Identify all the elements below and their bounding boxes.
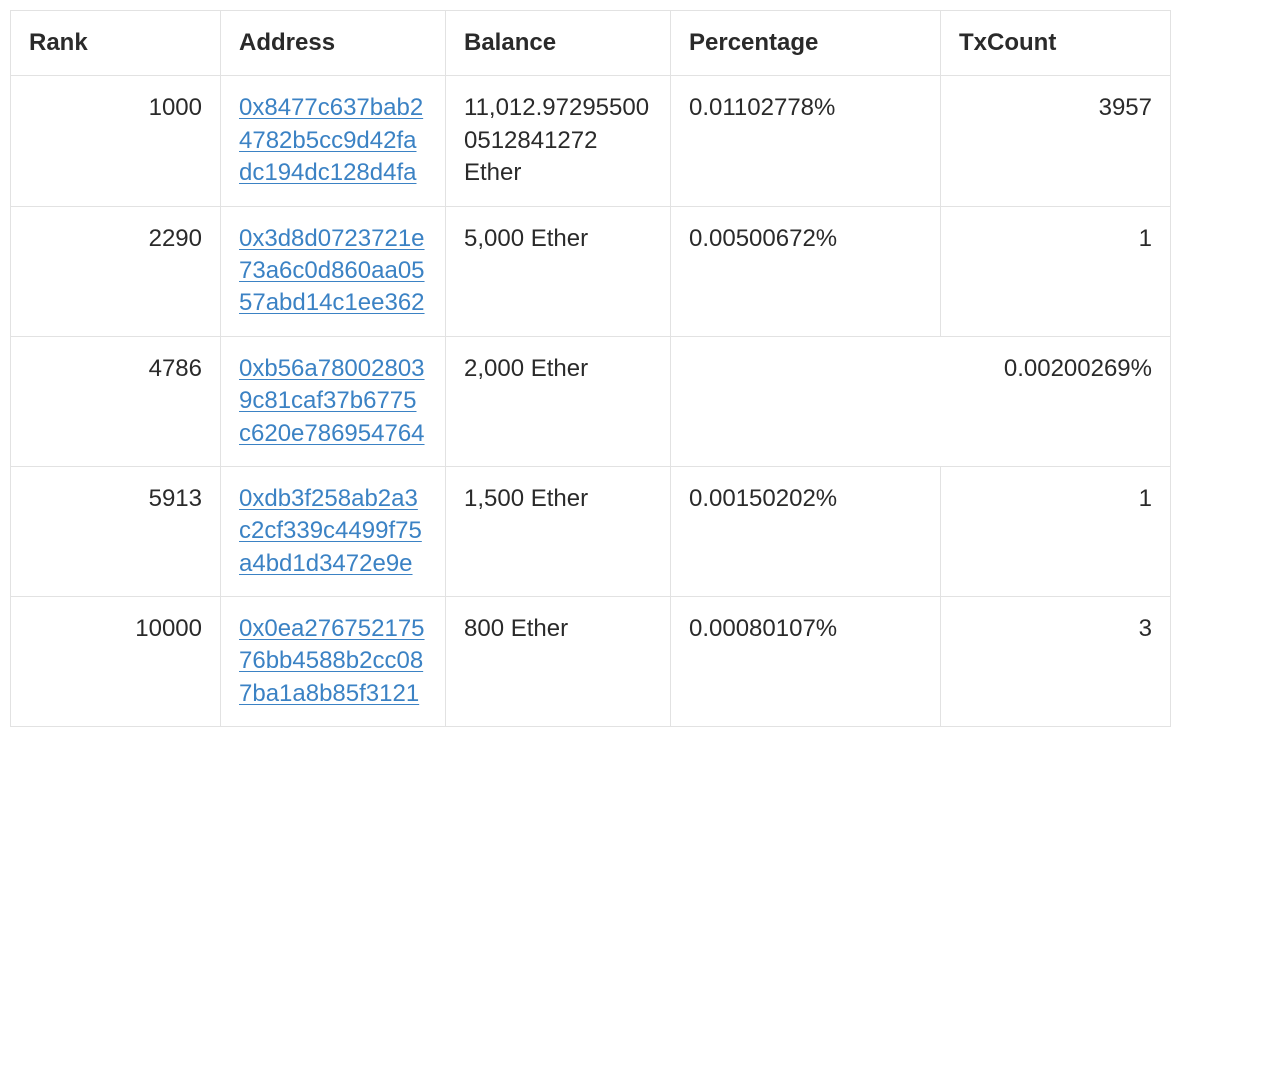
cell-balance: 1,500 Ether	[446, 466, 671, 596]
cell-txcount: 1	[941, 206, 1171, 336]
table-row: 10000x8477c637bab24782b5cc9d42fadc194dc1…	[11, 76, 1171, 206]
cell-percentage-txcount-merged: 0.00200269%	[671, 336, 1171, 466]
cell-address: 0x3d8d0723721e73a6c0d860aa0557abd14c1ee3…	[221, 206, 446, 336]
col-header-balance: Balance	[446, 11, 671, 76]
cell-txcount: 3	[941, 597, 1171, 727]
table-body: 10000x8477c637bab24782b5cc9d42fadc194dc1…	[11, 76, 1171, 727]
col-header-address: Address	[221, 11, 446, 76]
cell-percentage: 0.01102778%	[671, 76, 941, 206]
cell-rank: 1000	[11, 76, 221, 206]
cell-percentage: 0.00080107%	[671, 597, 941, 727]
cell-balance: 5,000 Ether	[446, 206, 671, 336]
table-row: 59130xdb3f258ab2a3c2cf339c4499f75a4bd1d3…	[11, 466, 1171, 596]
cell-rank: 2290	[11, 206, 221, 336]
address-link[interactable]: 0x3d8d0723721e73a6c0d860aa0557abd14c1ee3…	[239, 225, 425, 317]
cell-rank: 10000	[11, 597, 221, 727]
cell-address: 0xdb3f258ab2a3c2cf339c4499f75a4bd1d3472e…	[221, 466, 446, 596]
table-row: 47860xb56a780028039c81caf37b6775c620e786…	[11, 336, 1171, 466]
cell-percentage: 0.00500672%	[671, 206, 941, 336]
table-row: 100000x0ea27675217576bb4588b2cc087ba1a8b…	[11, 597, 1171, 727]
cell-txcount: 1	[941, 466, 1171, 596]
col-header-rank: Rank	[11, 11, 221, 76]
cell-address: 0x0ea27675217576bb4588b2cc087ba1a8b85f31…	[221, 597, 446, 727]
cell-percentage: 0.00150202%	[671, 466, 941, 596]
eth-accounts-table: Rank Address Balance Percentage TxCount …	[10, 10, 1171, 727]
address-link[interactable]: 0x8477c637bab24782b5cc9d42fadc194dc128d4…	[239, 94, 423, 186]
cell-address: 0x8477c637bab24782b5cc9d42fadc194dc128d4…	[221, 76, 446, 206]
col-header-percentage: Percentage	[671, 11, 941, 76]
cell-balance: 2,000 Ether	[446, 336, 671, 466]
table-row: 22900x3d8d0723721e73a6c0d860aa0557abd14c…	[11, 206, 1171, 336]
address-link[interactable]: 0xdb3f258ab2a3c2cf339c4499f75a4bd1d3472e…	[239, 485, 422, 577]
address-link[interactable]: 0x0ea27675217576bb4588b2cc087ba1a8b85f31…	[239, 615, 425, 707]
cell-balance: 11,012.972955000512841272 Ether	[446, 76, 671, 206]
table-header-row: Rank Address Balance Percentage TxCount	[11, 11, 1171, 76]
address-link[interactable]: 0xb56a780028039c81caf37b6775c620e7869547…	[239, 355, 425, 447]
cell-address: 0xb56a780028039c81caf37b6775c620e7869547…	[221, 336, 446, 466]
cell-balance: 800 Ether	[446, 597, 671, 727]
cell-rank: 4786	[11, 336, 221, 466]
cell-txcount: 3957	[941, 76, 1171, 206]
col-header-txcount: TxCount	[941, 11, 1171, 76]
cell-rank: 5913	[11, 466, 221, 596]
